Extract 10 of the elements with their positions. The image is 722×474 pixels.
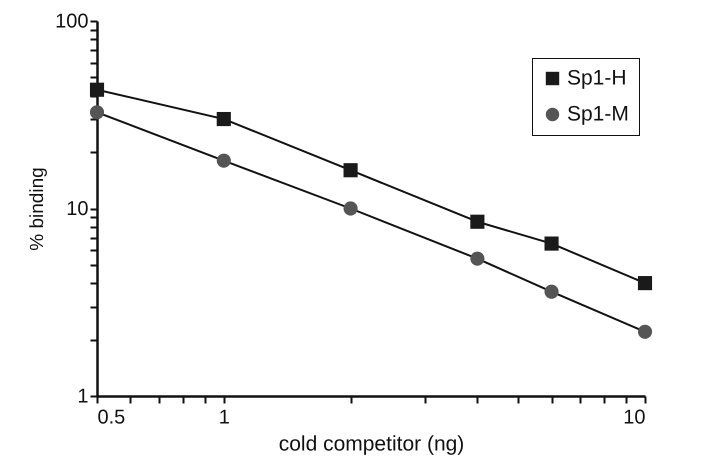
x-tick-label: 0.5 [98,406,126,428]
x-tick-label: 1 [218,406,230,428]
y-tick-label: 10 [66,198,88,220]
x-tick-label: 10 [623,406,646,428]
y-tick-label: 1 [77,386,88,408]
y-axis-title: % binding [27,167,48,251]
legend-label: Sp1-M [567,102,629,126]
x-axis-title: cold competitor (ng) [278,432,464,456]
legend-label: Sp1-H [567,66,627,90]
y-tick-label: 100 [55,10,88,32]
